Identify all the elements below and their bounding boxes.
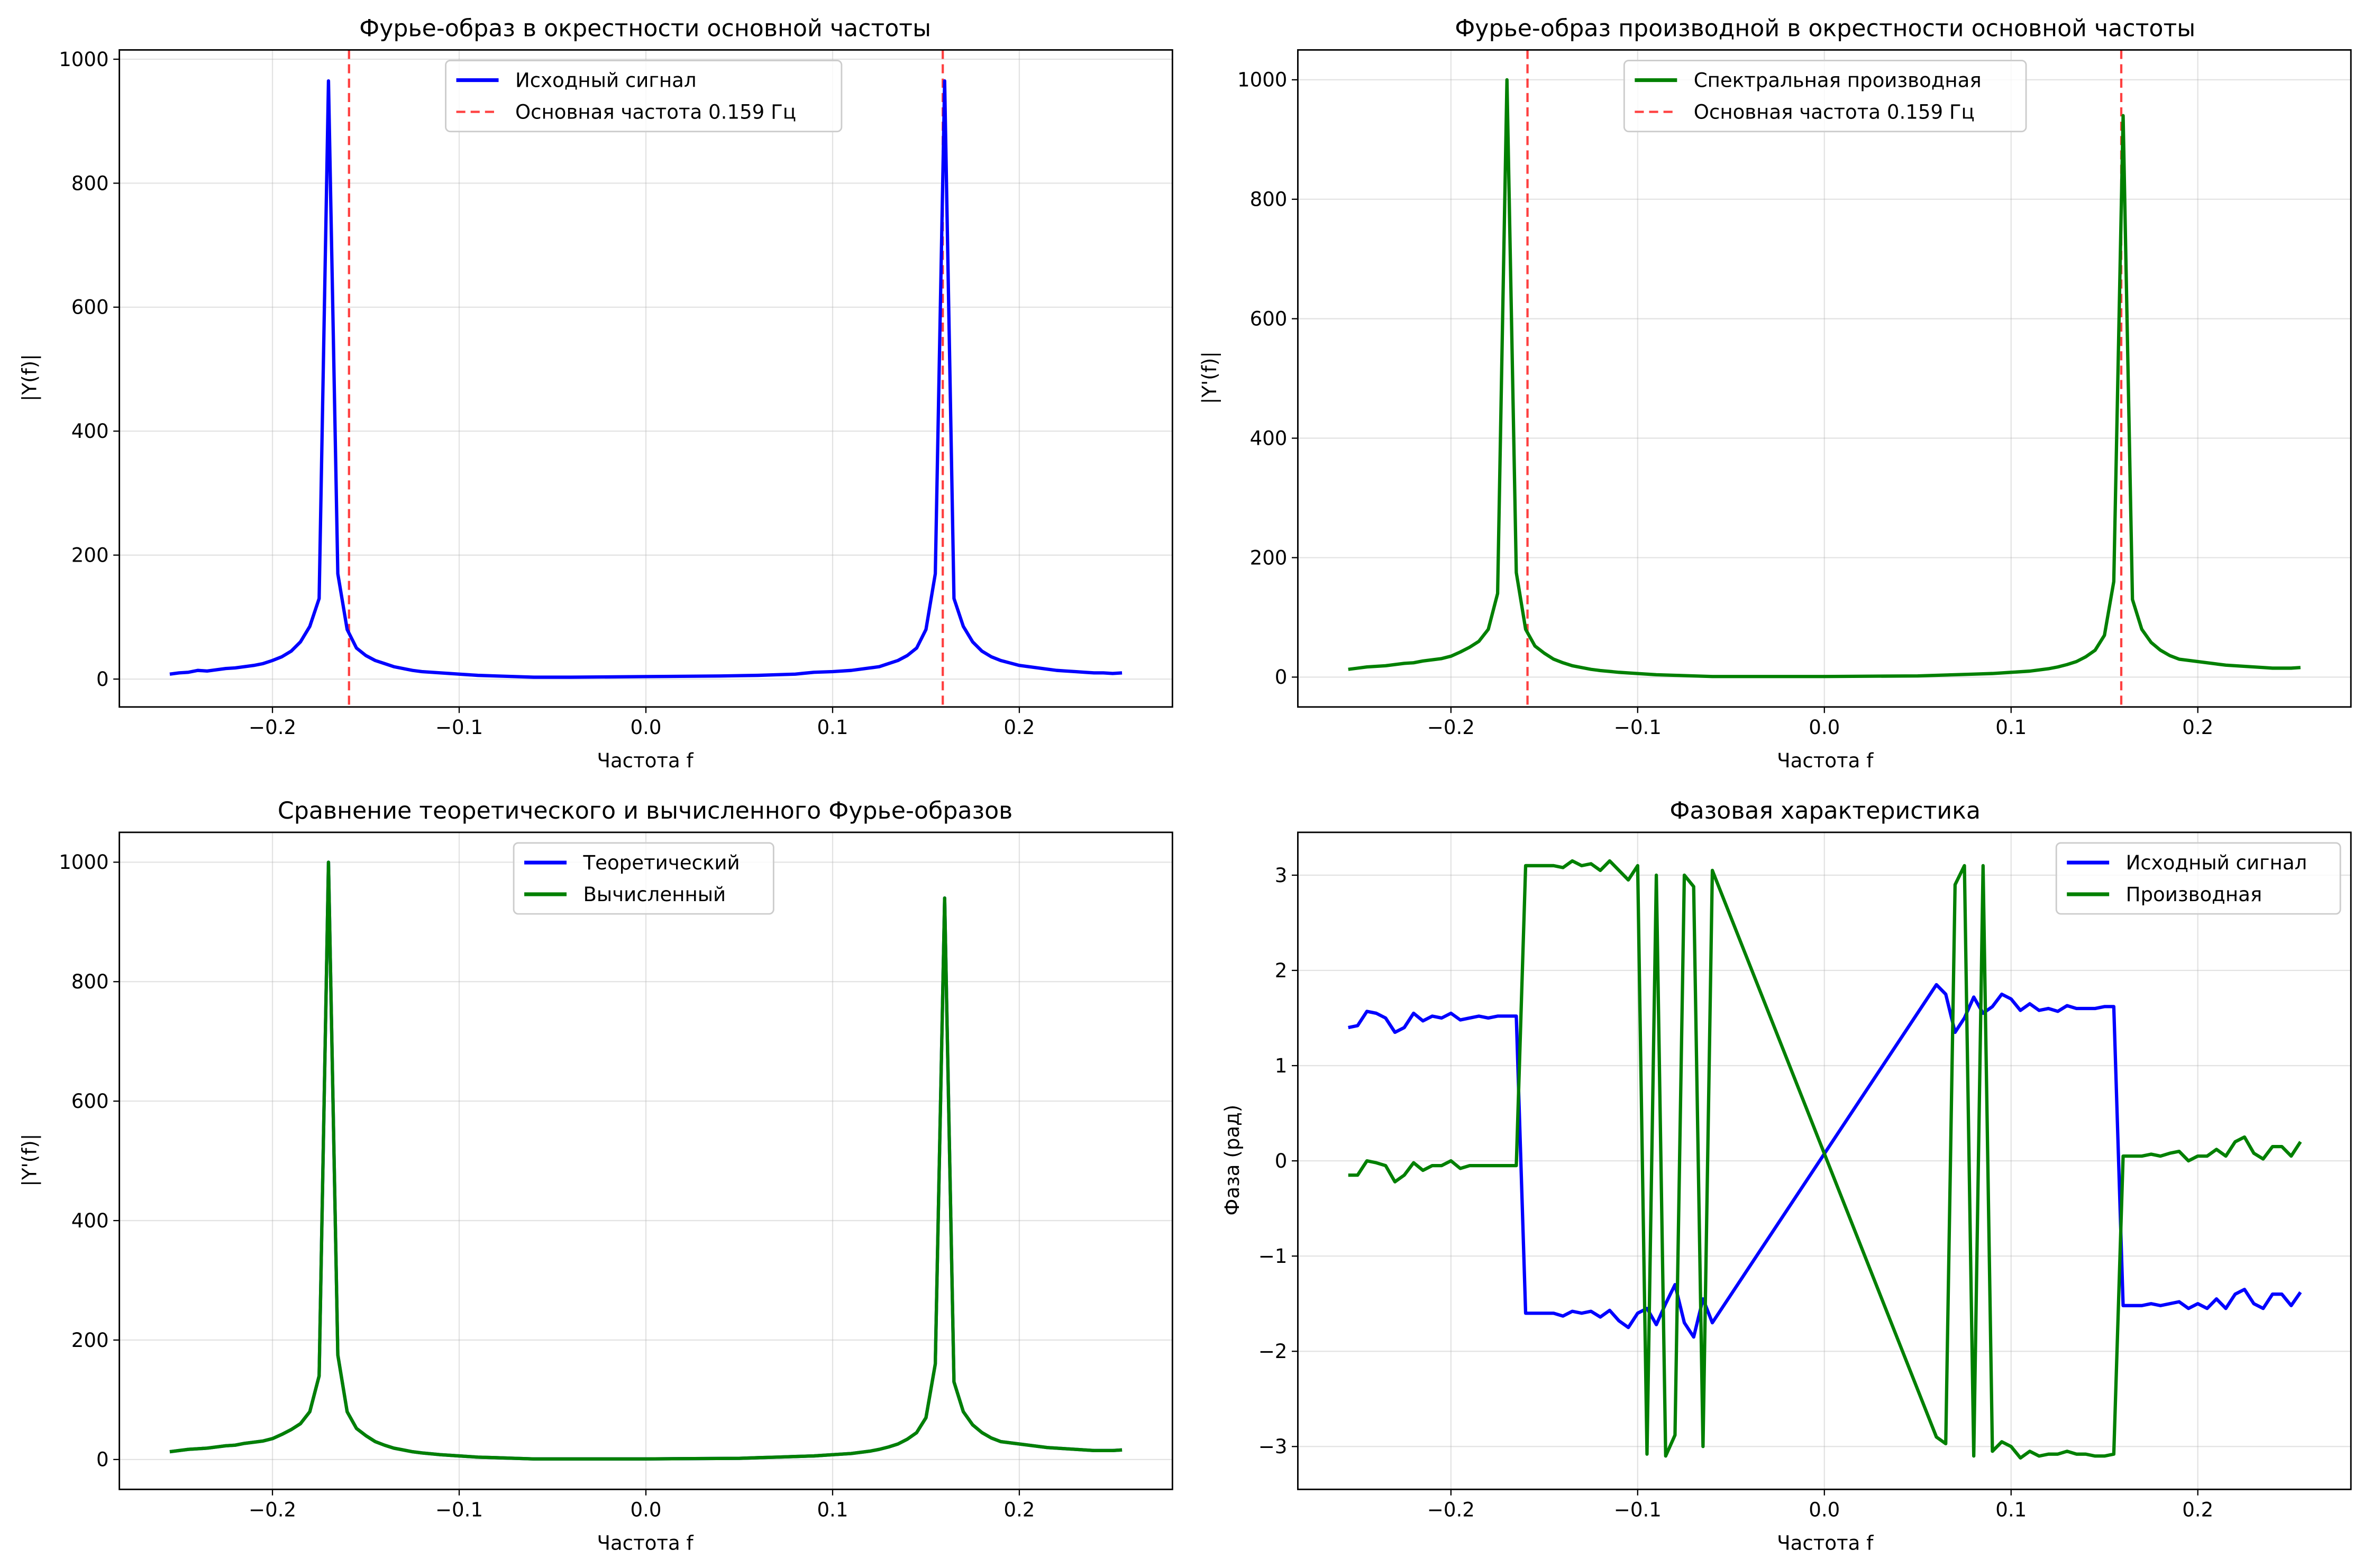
x-tick-label: 0.0: [630, 716, 661, 739]
legend-label-derivative: Производная: [2126, 883, 2262, 906]
ticks: −0.2 −0.1 0.0 0.1 0.2 0 200 400 600 800 1000: [1237, 69, 2213, 739]
legend: Теоретический Вычисленный: [513, 842, 774, 915]
x-axis-label: Частота f: [597, 1532, 694, 1555]
axes-frame: [118, 831, 1173, 1490]
y-tick-label: 400: [71, 420, 109, 443]
legend-label-computed: Вычисленный: [583, 883, 726, 906]
x-tick-label: 0.2: [2182, 716, 2213, 739]
y-tick-label: 200: [71, 1329, 109, 1352]
x-tick-label: 0.2: [2182, 1499, 2213, 1521]
y-tick-label: 600: [71, 1090, 109, 1113]
x-tick-label: 0.1: [817, 1499, 848, 1521]
y-tick-label: 0: [96, 668, 109, 691]
ticks: −0.2 −0.1 0.0 0.1 0.2 0 200 400 600 800 1000: [59, 851, 1035, 1521]
x-tick-label: 0.1: [1995, 1499, 2027, 1521]
x-tick-label: 0.0: [1809, 716, 1840, 739]
chart-title: Фурье-образ производной в окрестности ос…: [1455, 15, 2195, 42]
y-tick-label: 0: [1275, 1150, 1288, 1172]
x-tick-label: −0.2: [1427, 716, 1475, 739]
x-tick-label: 0.0: [630, 1499, 661, 1521]
series-lines: [169, 860, 1123, 1461]
series-line: [169, 860, 1123, 1461]
y-tick-label: 200: [1250, 546, 1288, 569]
subplot-top-left: Фурье-образ в окрестности основной часто…: [19, 15, 1173, 772]
ticks: −0.2 −0.1 0.0 0.1 0.2 −3 −2 −1 0 1 2 3: [1258, 864, 2214, 1521]
y-tick-label: 600: [1250, 308, 1288, 331]
y-tick-label: 1: [1275, 1054, 1288, 1077]
x-tick-label: −0.1: [435, 1499, 483, 1521]
series-lines: [1348, 859, 2302, 1460]
axes-frame: [1297, 49, 2352, 708]
y-tick-label: 0: [1275, 666, 1288, 689]
series-line: [169, 79, 1123, 679]
x-tick-label: −0.2: [249, 1499, 296, 1521]
y-tick-label: 800: [71, 172, 109, 195]
x-axis-label: Частота f: [1777, 1532, 1874, 1555]
x-tick-label: 0.0: [1809, 1499, 1840, 1521]
ticks: −0.2 −0.1 0.0 0.1 0.2 0 200 400 600 800 1000: [59, 48, 1035, 739]
y-tick-label: 200: [71, 544, 109, 567]
axes-frame: [1297, 831, 2352, 1490]
y-tick-label: 1000: [59, 851, 108, 874]
y-axis-label: |Y'(f)|: [1198, 351, 1221, 404]
legend-box: [1623, 59, 2027, 133]
legend: Исходный сигнал Производная: [2055, 842, 2341, 915]
y-tick-label: −1: [1258, 1245, 1288, 1268]
x-axis-label: Частота f: [1777, 749, 1874, 772]
y-tick-label: 400: [1250, 427, 1288, 450]
y-tick-label: 1000: [59, 48, 108, 71]
x-tick-label: −0.1: [435, 716, 483, 739]
axes-frame: [118, 49, 1173, 708]
y-tick-label: 800: [71, 970, 109, 993]
y-tick-label: 3: [1275, 864, 1288, 887]
legend-label-fundamental: Основная частота 0.159 Гц: [1694, 100, 1975, 123]
chart-title: Фазовая характеристика: [1669, 797, 1981, 824]
legend-box: [513, 842, 774, 915]
series-line: [1348, 78, 2301, 678]
x-tick-label: −0.1: [1614, 716, 1662, 739]
legend-label-theoretical: Теоретический: [582, 851, 740, 874]
legend-box: [2055, 842, 2341, 915]
y-tick-label: 800: [1250, 188, 1288, 211]
chart-title: Сравнение теоретического и вычисленного …: [278, 797, 1012, 824]
subplot-top-right: Фурье-образ производной в окрестности ос…: [1198, 15, 2352, 772]
y-axis-label: |Y(f)|: [19, 354, 42, 401]
legend-label-fundamental: Основная частота 0.159 Гц: [515, 100, 796, 123]
x-axis-label: Частота f: [597, 749, 694, 772]
series-lines: [169, 79, 1123, 679]
series-line: [1348, 859, 2302, 1460]
legend: Исходный сигнал Основная частота 0.159 Г…: [445, 59, 843, 133]
legend-box: [445, 59, 843, 133]
series-lines: [1348, 78, 2301, 678]
y-axis-label: Фаза (рад): [1221, 1105, 1244, 1216]
x-tick-label: 0.1: [817, 716, 848, 739]
subplot-bottom-left: Сравнение теоретического и вычисленного …: [19, 797, 1173, 1555]
legend-label-original: Исходный сигнал: [515, 69, 697, 91]
x-tick-label: 0.2: [1003, 716, 1035, 739]
y-axis-label: |Y'(f)|: [19, 1134, 42, 1187]
y-tick-label: 0: [96, 1448, 109, 1471]
x-tick-label: −0.1: [1614, 1499, 1662, 1521]
y-tick-label: 400: [71, 1209, 109, 1232]
x-tick-label: −0.2: [1427, 1499, 1475, 1521]
legend-label-original: Исходный сигнал: [2126, 851, 2307, 874]
y-tick-label: 1000: [1237, 69, 1287, 91]
x-tick-label: −0.2: [249, 716, 296, 739]
y-tick-label: 2: [1275, 959, 1288, 982]
y-tick-label: −2: [1258, 1340, 1288, 1363]
chart-title: Фурье-образ в окрестности основной часто…: [359, 15, 931, 42]
y-tick-label: 600: [71, 296, 109, 319]
x-tick-label: 0.1: [1995, 716, 2027, 739]
y-tick-label: −3: [1258, 1435, 1288, 1458]
subplot-bottom-right: Фазовая характеристика Частота f Фаза (р…: [1221, 797, 2352, 1555]
grid-lines: [119, 50, 1173, 707]
legend-label-derivative: Спектральная производная: [1694, 69, 1982, 91]
x-tick-label: 0.2: [1003, 1499, 1035, 1521]
legend: Спектральная производная Основная частот…: [1623, 59, 2027, 133]
